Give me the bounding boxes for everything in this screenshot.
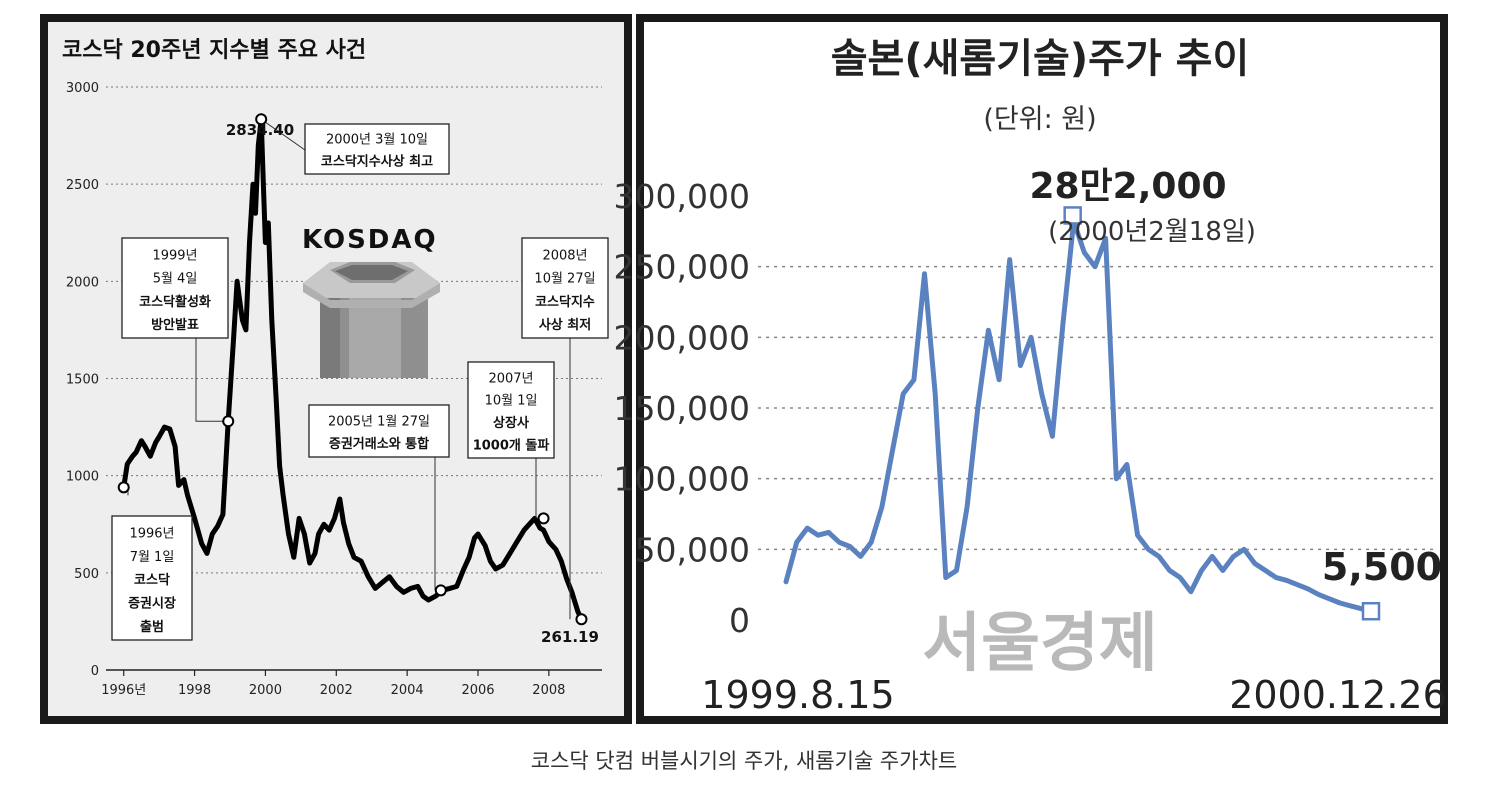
kosdaq-annotation-box: [521, 237, 609, 339]
kosdaq-y-tick-label: 500: [74, 567, 99, 582]
stock-peak-date-label: (2000년2월18일): [1048, 217, 1256, 247]
figure-caption: 코스닥 닷컴 버블시기의 주가, 새롬기술 주가차트: [530, 749, 958, 773]
kosdaq-annotation-line: 사상 최저: [539, 317, 591, 333]
kosdaq-annotation-box: [308, 404, 450, 458]
kosdaq-annotation-line: 2008년: [542, 248, 587, 263]
kosdaq-chart-title: 코스닥 20주년 지수별 주요 사건: [62, 38, 366, 63]
kosdaq-annotation-line: 2005년 1월 27일: [328, 415, 430, 430]
kosdaq-annotation-line: 출범: [140, 619, 164, 635]
kosdaq-annotation-line: 1000개 돌파: [473, 438, 550, 453]
kosdaq-x-tick-label: 2008: [532, 683, 565, 698]
stock-plot-area: [783, 218, 1375, 615]
kosdaq-event-marker: [255, 113, 268, 126]
kosdaq-x-tick-label: 1998: [178, 683, 211, 698]
kosdaq-annotation-line: 1999년: [152, 248, 197, 263]
kosdaq-annotation-line: 1996년: [129, 526, 174, 541]
stock-grid: [758, 265, 1437, 551]
watermark-text: 서울경제: [922, 607, 1158, 681]
stock-peak-value-label: 28만2,000: [1029, 166, 1226, 207]
kosdaq-logo-pillar-icon: [303, 262, 440, 378]
kosdaq-annotation-line: 7월 1일: [130, 550, 175, 565]
kosdaq-index-line: [121, 116, 584, 622]
kosdaq-y-tick-label: 1500: [66, 373, 99, 388]
kosdaq-annotation-line: 2007년: [488, 371, 533, 386]
stock-end-marker: [1361, 601, 1381, 621]
kosdaq-chart-panel: 코스닥 20주년 지수별 주요 사건 3000 2500 2000 1500 1000 5…: [40, 14, 632, 724]
kosdaq-annotation-line: 코스닥지수: [535, 294, 595, 310]
stock-x-start-label: 1999.8.15: [701, 673, 894, 717]
kosdaq-value-label: 2834.40: [226, 121, 294, 139]
kosdaq-x-tick-label: 1996년: [101, 683, 146, 698]
kosdaq-y-tick-label: 1000: [66, 470, 99, 485]
stock-y-tick-label: 250,000: [614, 248, 750, 287]
stock-y-tick-label: 300,000: [614, 177, 750, 216]
kosdaq-y-tick-label: 0: [91, 664, 99, 679]
stock-y-tick-label: 150,000: [614, 389, 750, 428]
kosdaq-event-marker: [117, 481, 130, 494]
stock-x-end-label: 2000.12.26: [1229, 673, 1447, 717]
kosdaq-x-tick-label: 2004: [391, 683, 424, 698]
kosdaq-x-tick-label: 2000: [249, 683, 282, 698]
kosdaq-annotation-line: 코스닥지수사상 최고: [321, 153, 433, 169]
kosdaq-value-label: 261.19: [541, 628, 599, 646]
kosdaq-annotation-line: 방안발표: [151, 317, 199, 333]
kosdaq-y-tick-label: 2000: [66, 275, 99, 290]
kosdaq-annotation-line: 5월 4일: [153, 272, 198, 287]
kosdaq-annotation-line: 10월 27일: [534, 272, 595, 287]
stock-peak-marker: [1063, 206, 1082, 225]
kosdaq-annotation-box: [304, 123, 450, 175]
stock-y-tick-label: 200,000: [614, 318, 750, 357]
stock-chart-subtitle: (단위: 원): [983, 104, 1096, 135]
kosdaq-annotation-box: [121, 237, 229, 339]
stock-axes: 300,000 250,000 200,000 150,000 100,000 50,00…: [614, 177, 1447, 717]
kosdaq-event-marker: [537, 512, 550, 525]
kosdaq-annotation-box: [467, 361, 555, 459]
kosdaq-annotation-line: 상장사: [493, 415, 529, 431]
kosdaq-event-marker: [434, 584, 447, 597]
kosdaq-annotation-line: 증권시장: [128, 596, 176, 612]
kosdaq-annotation-leader: [195, 338, 229, 422]
kosdaq-annotation-leader: [260, 118, 306, 151]
stock-panel-background: [644, 22, 1440, 716]
kosdaq-x-tick-label: 2002: [320, 683, 353, 698]
kosdaq-logo: KOSDAQ: [302, 225, 440, 378]
kosdaq-y-tick-label: 2500: [66, 178, 99, 193]
kosdaq-event-marker: [575, 613, 588, 626]
kosdaq-x-tick-label: 2006: [461, 683, 494, 698]
stock-chart-title: 솔본(새롬기술)주가 추이: [831, 36, 1250, 82]
kosdaq-logo-text: KOSDAQ: [302, 225, 438, 255]
stock-end-value-label: 5,500: [1322, 545, 1442, 589]
kosdaq-y-tick-label: 3000: [66, 81, 99, 96]
kosdaq-annotation-box: [111, 515, 193, 641]
stock-chart-panel: 솔본(새롬기술)주가 추이 (단위: 원) 서울경제 300,000 250,00…: [614, 14, 1448, 724]
stock-y-tick-label: 100,000: [614, 460, 750, 499]
kosdaq-annotation-line: 10월 1일: [485, 394, 538, 409]
kosdaq-annotation-line: 코스닥: [134, 572, 170, 588]
stock-y-tick-label: 0: [729, 601, 750, 640]
kosdaq-annotation-line: 코스닥활성화: [139, 294, 211, 310]
kosdaq-annotation-line: 증권거래소와 통합: [329, 436, 429, 452]
kosdaq-event-marker: [222, 415, 235, 428]
stock-price-line: [783, 218, 1375, 615]
kosdaq-annotation-line: 2000년 3월 10일: [326, 133, 428, 148]
kosdaq-plot-area: [121, 116, 584, 622]
stock-annotations: 28만2,000 (2000년2월18일) 5,500: [1029, 166, 1442, 621]
stock-y-tick-label: 50,000: [635, 530, 750, 569]
